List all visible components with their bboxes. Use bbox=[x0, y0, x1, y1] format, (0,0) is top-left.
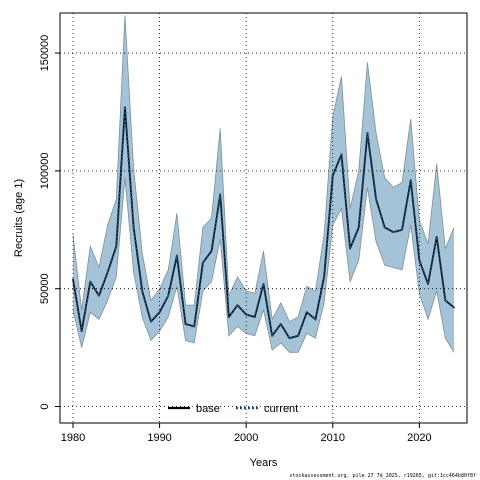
x-tick-label-1980: 1980 bbox=[61, 432, 85, 444]
series-point-current-1980 bbox=[72, 278, 74, 281]
y-tick-label-50000: 50000 bbox=[39, 273, 51, 304]
series-point-current-1984 bbox=[106, 271, 109, 274]
series-point-current-1993 bbox=[184, 323, 187, 325]
series-point-current-2023 bbox=[444, 299, 447, 302]
x-axis-title: Years bbox=[250, 457, 278, 469]
y-tick-label-150000: 150000 bbox=[39, 35, 51, 72]
series-point-current-2010 bbox=[331, 174, 334, 177]
series-point-current-2002 bbox=[262, 283, 265, 285]
legend-label-current: current bbox=[264, 403, 298, 415]
series-point-current-2019 bbox=[409, 179, 412, 182]
series-point-current-2004 bbox=[279, 323, 282, 325]
band-upper-edge bbox=[72, 15, 455, 323]
x-tick-label-2000: 2000 bbox=[234, 432, 258, 444]
series-point-current-1982 bbox=[89, 280, 92, 283]
series-point-current-2013 bbox=[357, 226, 360, 229]
series-point-current-1989 bbox=[150, 320, 152, 323]
series-point-current-2012 bbox=[349, 247, 351, 250]
series-point-current-1992 bbox=[176, 254, 178, 257]
series-point-current-1995 bbox=[201, 261, 204, 264]
legend-label-base: base bbox=[196, 403, 220, 415]
series-point-current-2011 bbox=[340, 153, 343, 156]
series-point-current-1996 bbox=[210, 250, 213, 252]
series-point-current-1994 bbox=[193, 325, 196, 328]
series-point-current-1985 bbox=[115, 245, 118, 248]
series-point-current-1999 bbox=[236, 304, 239, 307]
series-point-current-2005 bbox=[288, 337, 291, 340]
series-point-current-1983 bbox=[98, 294, 100, 297]
series-point-current-1997 bbox=[219, 193, 222, 196]
series-line-current bbox=[71, 106, 455, 340]
band-lower-edge bbox=[72, 177, 455, 353]
series-point-current-2014 bbox=[366, 132, 369, 135]
series-point-current-2024 bbox=[453, 306, 455, 309]
series-point-current-2003 bbox=[271, 334, 274, 337]
series-point-current-2008 bbox=[314, 318, 317, 321]
series-point-current-2021 bbox=[427, 283, 429, 285]
series-point-current-2016 bbox=[383, 226, 386, 229]
y-tick-label-100000: 100000 bbox=[39, 153, 51, 190]
x-tick-label-2020: 2020 bbox=[407, 432, 431, 444]
footnote: stockassessment.org, pile 27 7d_2025, r1… bbox=[289, 473, 476, 479]
x-tick-label-1990: 1990 bbox=[147, 432, 171, 444]
series-point-current-2001 bbox=[253, 316, 256, 318]
series-point-current-2018 bbox=[401, 228, 403, 231]
series-point-current-2022 bbox=[435, 235, 438, 238]
series-layer bbox=[71, 106, 455, 340]
plot-frame bbox=[59, 12, 468, 424]
series-point-current-2009 bbox=[323, 276, 326, 278]
series-point-current-1986 bbox=[124, 106, 126, 109]
series-point-current-1990 bbox=[158, 311, 161, 314]
series-point-current-1988 bbox=[141, 290, 144, 292]
series-point-current-2000 bbox=[245, 313, 248, 316]
series-point-current-1981 bbox=[80, 330, 83, 333]
series-point-current-2007 bbox=[305, 311, 308, 314]
series-point-current-1987 bbox=[132, 226, 135, 229]
series-point-current-2015 bbox=[375, 198, 377, 201]
y-axis-title: Recruits (age 1) bbox=[13, 179, 25, 257]
y-tick-label-0: 0 bbox=[39, 403, 51, 409]
series-point-current-2020 bbox=[418, 259, 421, 262]
series-point-current-2017 bbox=[392, 231, 395, 234]
grid-layer bbox=[60, 13, 467, 423]
series-point-current-1998 bbox=[227, 316, 230, 318]
series-point-current-2006 bbox=[297, 334, 300, 337]
x-tick-label-2010: 2010 bbox=[321, 432, 345, 444]
axis-layer: 1980 1990 2000 2010 2020 0 50000 100000 150000 bbox=[39, 35, 432, 444]
legend: base current bbox=[168, 403, 298, 415]
series-point-current-1991 bbox=[167, 294, 170, 297]
